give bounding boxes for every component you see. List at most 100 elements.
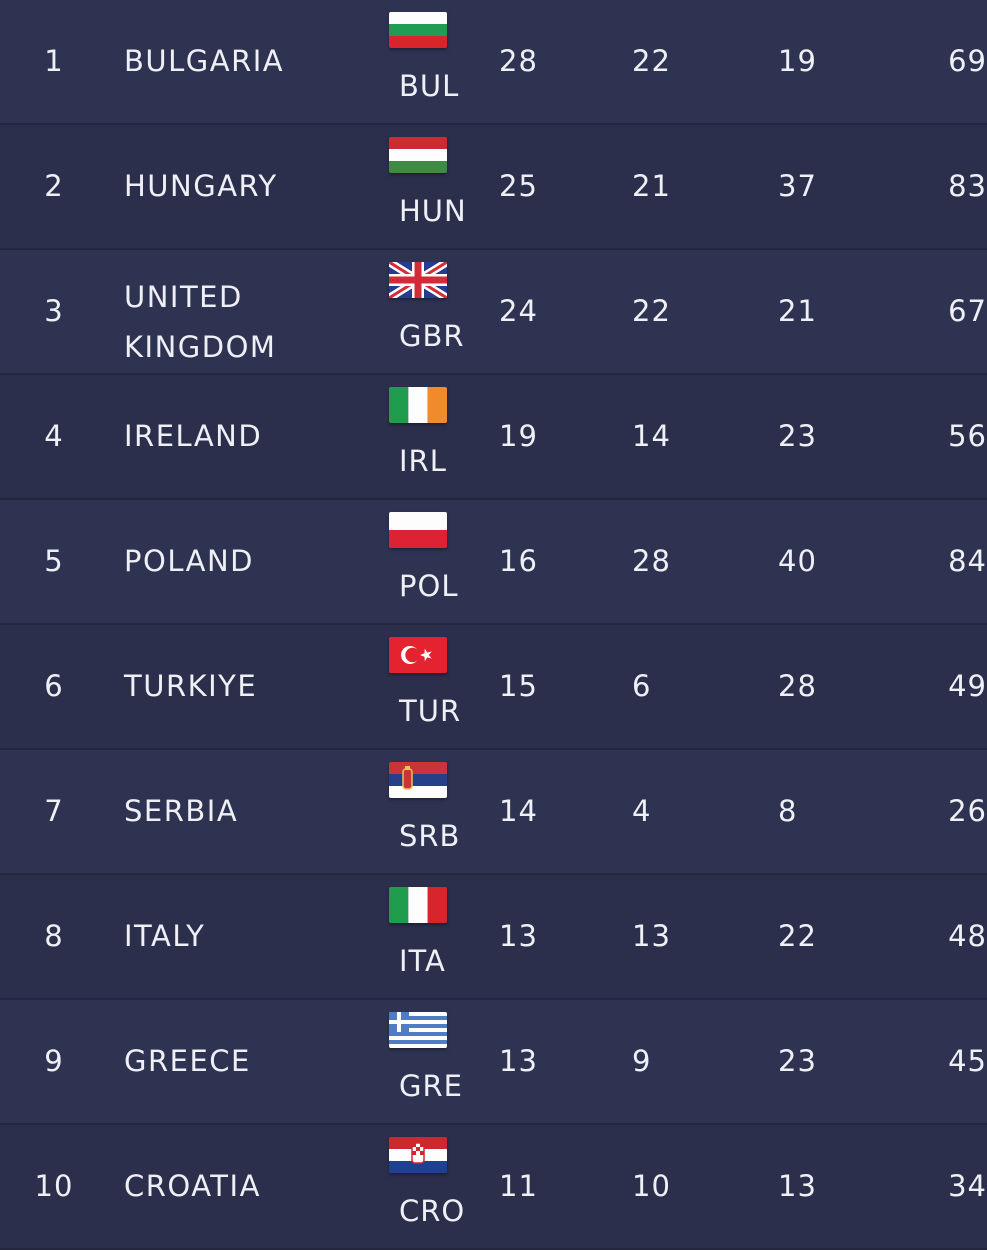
bulgaria-flag-icon <box>389 12 447 48</box>
bronze-count: 28 <box>778 669 817 703</box>
silver-count: 22 <box>632 294 671 328</box>
table-row: 9 GREECE GRE 13 9 23 45 <box>0 1000 987 1125</box>
bronze-count: 19 <box>778 44 817 78</box>
country-code: GRE <box>399 1069 463 1103</box>
total-count: 84 <box>948 544 987 578</box>
gold-count: 25 <box>499 169 538 203</box>
silver-count: 28 <box>632 544 671 578</box>
bronze-count: 8 <box>778 794 798 828</box>
row-divider <box>0 873 987 875</box>
bronze-count: 23 <box>778 419 817 453</box>
table-row: 7 SERBIA SRB 14 4 8 26 <box>0 750 987 875</box>
table-row: 8 ITALY ITA 13 13 22 48 <box>0 875 987 1000</box>
table-row: 2 HUNGARY HUN 25 21 37 83 <box>0 125 987 250</box>
row-divider <box>0 373 987 375</box>
row-divider <box>0 123 987 125</box>
silver-count: 4 <box>632 794 652 828</box>
row-divider <box>0 748 987 750</box>
silver-count: 22 <box>632 44 671 78</box>
country-name: POLAND <box>124 544 254 578</box>
country-name: HUNGARY <box>124 169 278 203</box>
country-code: CRO <box>399 1194 466 1228</box>
gold-count: 15 <box>499 669 538 703</box>
silver-count: 9 <box>632 1044 652 1078</box>
row-divider <box>0 998 987 1000</box>
country-code: BUL <box>399 69 460 103</box>
gold-count: 24 <box>499 294 538 328</box>
silver-count: 14 <box>632 419 671 453</box>
greece-flag-icon <box>389 1012 447 1048</box>
total-count: 34 <box>948 1169 987 1203</box>
silver-count: 13 <box>632 919 671 953</box>
united-kingdom-flag-icon <box>389 262 447 298</box>
gold-count: 11 <box>499 1169 538 1203</box>
table-row: 6 TURKIYE TUR 15 6 28 49 <box>0 625 987 750</box>
country-name: GREECE <box>124 1044 251 1078</box>
total-count: 83 <box>948 169 987 203</box>
country-code: HUN <box>399 194 467 228</box>
table-row: 1 BULGARIA BUL 28 22 19 69 <box>0 0 987 125</box>
rank-cell: 7 <box>44 794 64 828</box>
bronze-count: 21 <box>778 294 817 328</box>
silver-count: 21 <box>632 169 671 203</box>
rank-cell: 4 <box>44 419 64 453</box>
gold-count: 28 <box>499 44 538 78</box>
total-count: 48 <box>948 919 987 953</box>
italy-flag-icon <box>389 887 447 923</box>
country-name: TURKIYE <box>124 669 258 703</box>
country-code: POL <box>399 569 459 603</box>
serbia-flag-icon <box>389 762 447 798</box>
turkey-flag-icon <box>389 637 447 673</box>
table-row: 5 POLAND POL 16 28 40 84 <box>0 500 987 625</box>
gold-count: 19 <box>499 419 538 453</box>
bronze-count: 37 <box>778 169 817 203</box>
rank-cell: 3 <box>44 294 64 328</box>
rank-cell: 1 <box>44 44 64 78</box>
gold-count: 14 <box>499 794 538 828</box>
row-divider <box>0 248 987 250</box>
country-name: IRELAND <box>124 419 263 453</box>
gold-count: 16 <box>499 544 538 578</box>
total-count: 67 <box>948 294 987 328</box>
gold-count: 13 <box>499 1044 538 1078</box>
table-row: 3 UNITED KINGDOM GBR 24 22 21 67 <box>0 250 987 375</box>
ireland-flag-icon <box>389 387 447 423</box>
hungary-flag-icon <box>389 137 447 173</box>
row-divider <box>0 623 987 625</box>
rank-cell: 8 <box>44 919 64 953</box>
country-code: GBR <box>399 319 465 353</box>
bronze-count: 40 <box>778 544 817 578</box>
country-name: CROATIA <box>124 1169 261 1203</box>
bronze-count: 13 <box>778 1169 817 1203</box>
rank-cell: 9 <box>44 1044 64 1078</box>
country-code: TUR <box>399 694 462 728</box>
table-row: 4 IRELAND IRL 19 14 23 56 <box>0 375 987 500</box>
total-count: 45 <box>948 1044 987 1078</box>
country-code: SRB <box>399 819 461 853</box>
bronze-count: 22 <box>778 919 817 953</box>
country-name: BULGARIA <box>124 44 285 78</box>
poland-flag-icon <box>389 512 447 548</box>
row-divider <box>0 1123 987 1125</box>
total-count: 26 <box>948 794 987 828</box>
silver-count: 10 <box>632 1169 671 1203</box>
row-divider <box>0 498 987 500</box>
total-count: 69 <box>948 44 987 78</box>
country-name: ITALY <box>124 919 206 953</box>
bronze-count: 23 <box>778 1044 817 1078</box>
gold-count: 13 <box>499 919 538 953</box>
rank-cell: 6 <box>44 669 64 703</box>
croatia-flag-icon <box>389 1137 447 1173</box>
country-name: SERBIA <box>124 794 239 828</box>
country-code: ITA <box>399 944 446 978</box>
table-row: 10 CROATIA CRO 11 10 13 34 <box>0 1125 987 1250</box>
total-count: 56 <box>948 419 987 453</box>
total-count: 49 <box>948 669 987 703</box>
rank-cell: 2 <box>44 169 64 203</box>
silver-count: 6 <box>632 669 652 703</box>
rank-cell: 5 <box>44 544 64 578</box>
rank-cell: 10 <box>34 1169 74 1203</box>
country-code: IRL <box>399 444 447 478</box>
country-name: UNITED KINGDOM <box>124 280 277 364</box>
